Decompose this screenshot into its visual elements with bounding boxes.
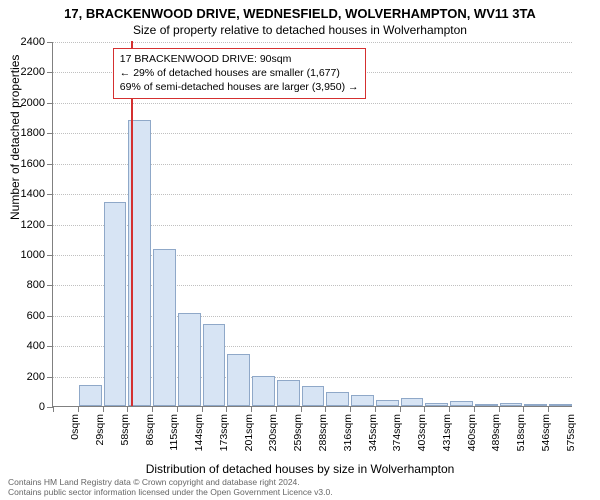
- footer-attribution: Contains HM Land Registry data © Crown c…: [8, 478, 333, 498]
- x-tick-label: 546sqm: [540, 414, 552, 451]
- x-tick-label: 431sqm: [441, 414, 453, 451]
- histogram-bar: [524, 404, 547, 406]
- x-tick: [103, 406, 104, 412]
- histogram-bar: [549, 404, 572, 406]
- annotation-line-1: ← 29% of detached houses are smaller (1,…: [120, 66, 359, 80]
- histogram-bar: [500, 403, 523, 406]
- x-tick: [177, 406, 178, 412]
- x-tick: [325, 406, 326, 412]
- histogram-bar: [79, 385, 102, 406]
- y-tick-label: 2000: [21, 97, 45, 109]
- histogram-chart: 0200400600800100012001400160018002000220…: [52, 42, 572, 407]
- histogram-bar: [104, 202, 127, 406]
- x-tick-label: 144sqm: [193, 414, 205, 451]
- x-tick-label: 575sqm: [565, 414, 577, 451]
- y-tick-label: 1200: [21, 219, 45, 231]
- x-tick-label: 403sqm: [416, 414, 428, 451]
- x-tick: [375, 406, 376, 412]
- y-tick-label: 1800: [21, 127, 45, 139]
- x-tick-label: 518sqm: [515, 414, 527, 451]
- x-tick-label: 345sqm: [367, 414, 379, 451]
- x-tick-label: 58sqm: [119, 414, 131, 446]
- y-tick: [47, 316, 53, 317]
- annotation-line-0: 17 BRACKENWOOD DRIVE: 90sqm: [120, 52, 359, 66]
- x-tick-label: 115sqm: [168, 414, 180, 451]
- y-tick-label: 1600: [21, 158, 45, 170]
- x-tick-label: 259sqm: [292, 414, 304, 451]
- x-tick-label: 201sqm: [243, 414, 255, 451]
- histogram-bar: [450, 401, 473, 406]
- chart-title-main: 17, BRACKENWOOD DRIVE, WEDNESFIELD, WOLV…: [0, 0, 600, 21]
- x-tick-label: 230sqm: [267, 414, 279, 451]
- x-tick: [53, 406, 54, 412]
- y-tick: [47, 225, 53, 226]
- histogram-bar: [302, 386, 325, 406]
- y-tick: [47, 103, 53, 104]
- y-tick-label: 600: [27, 310, 45, 322]
- y-tick-label: 400: [27, 340, 45, 352]
- y-tick-label: 0: [39, 401, 45, 413]
- x-tick: [548, 406, 549, 412]
- x-tick-label: 374sqm: [391, 414, 403, 451]
- y-tick-label: 200: [27, 371, 45, 383]
- x-tick: [499, 406, 500, 412]
- y-tick: [47, 346, 53, 347]
- footer-line-2: Contains public sector information licen…: [8, 488, 333, 498]
- histogram-bar: [401, 398, 424, 406]
- histogram-bar: [351, 395, 374, 406]
- histogram-bar: [326, 392, 349, 406]
- x-tick: [152, 406, 153, 412]
- x-tick: [350, 406, 351, 412]
- histogram-bar: [153, 249, 176, 406]
- x-tick-label: 489sqm: [490, 414, 502, 451]
- y-tick-label: 2200: [21, 66, 45, 78]
- y-tick: [47, 164, 53, 165]
- y-tick-label: 1400: [21, 188, 45, 200]
- y-tick: [47, 133, 53, 134]
- histogram-bar: [376, 400, 399, 406]
- y-tick: [47, 194, 53, 195]
- histogram-bar: [475, 404, 498, 406]
- histogram-bar: [178, 313, 201, 406]
- x-tick: [474, 406, 475, 412]
- x-tick-label: 288sqm: [317, 414, 329, 451]
- x-tick: [424, 406, 425, 412]
- histogram-bar: [277, 380, 300, 406]
- histogram-bar: [227, 354, 250, 406]
- x-tick: [400, 406, 401, 412]
- histogram-bar: [425, 403, 448, 406]
- y-tick: [47, 285, 53, 286]
- x-axis-title: Distribution of detached houses by size …: [0, 462, 600, 476]
- x-tick: [226, 406, 227, 412]
- y-tick: [47, 377, 53, 378]
- x-tick: [127, 406, 128, 412]
- x-tick-label: 86sqm: [144, 414, 156, 446]
- histogram-bar: [252, 376, 275, 406]
- y-tick: [47, 72, 53, 73]
- x-tick: [449, 406, 450, 412]
- x-tick: [523, 406, 524, 412]
- x-tick-label: 316sqm: [342, 414, 354, 451]
- histogram-bar: [203, 324, 226, 406]
- x-tick: [202, 406, 203, 412]
- annotation-box: 17 BRACKENWOOD DRIVE: 90sqm← 29% of deta…: [113, 48, 366, 99]
- x-tick: [301, 406, 302, 412]
- x-tick: [251, 406, 252, 412]
- x-tick-label: 173sqm: [218, 414, 230, 451]
- y-tick-label: 800: [27, 279, 45, 291]
- annotation-line-2: 69% of semi-detached houses are larger (…: [120, 80, 359, 94]
- x-tick: [276, 406, 277, 412]
- x-tick-label: 29sqm: [94, 414, 106, 446]
- y-tick-label: 2400: [21, 36, 45, 48]
- y-tick-label: 1000: [21, 249, 45, 261]
- x-tick-label: 460sqm: [466, 414, 478, 451]
- x-tick-label: 0sqm: [69, 414, 81, 440]
- x-tick: [78, 406, 79, 412]
- y-tick: [47, 255, 53, 256]
- y-tick: [47, 42, 53, 43]
- chart-title-sub: Size of property relative to detached ho…: [0, 21, 600, 37]
